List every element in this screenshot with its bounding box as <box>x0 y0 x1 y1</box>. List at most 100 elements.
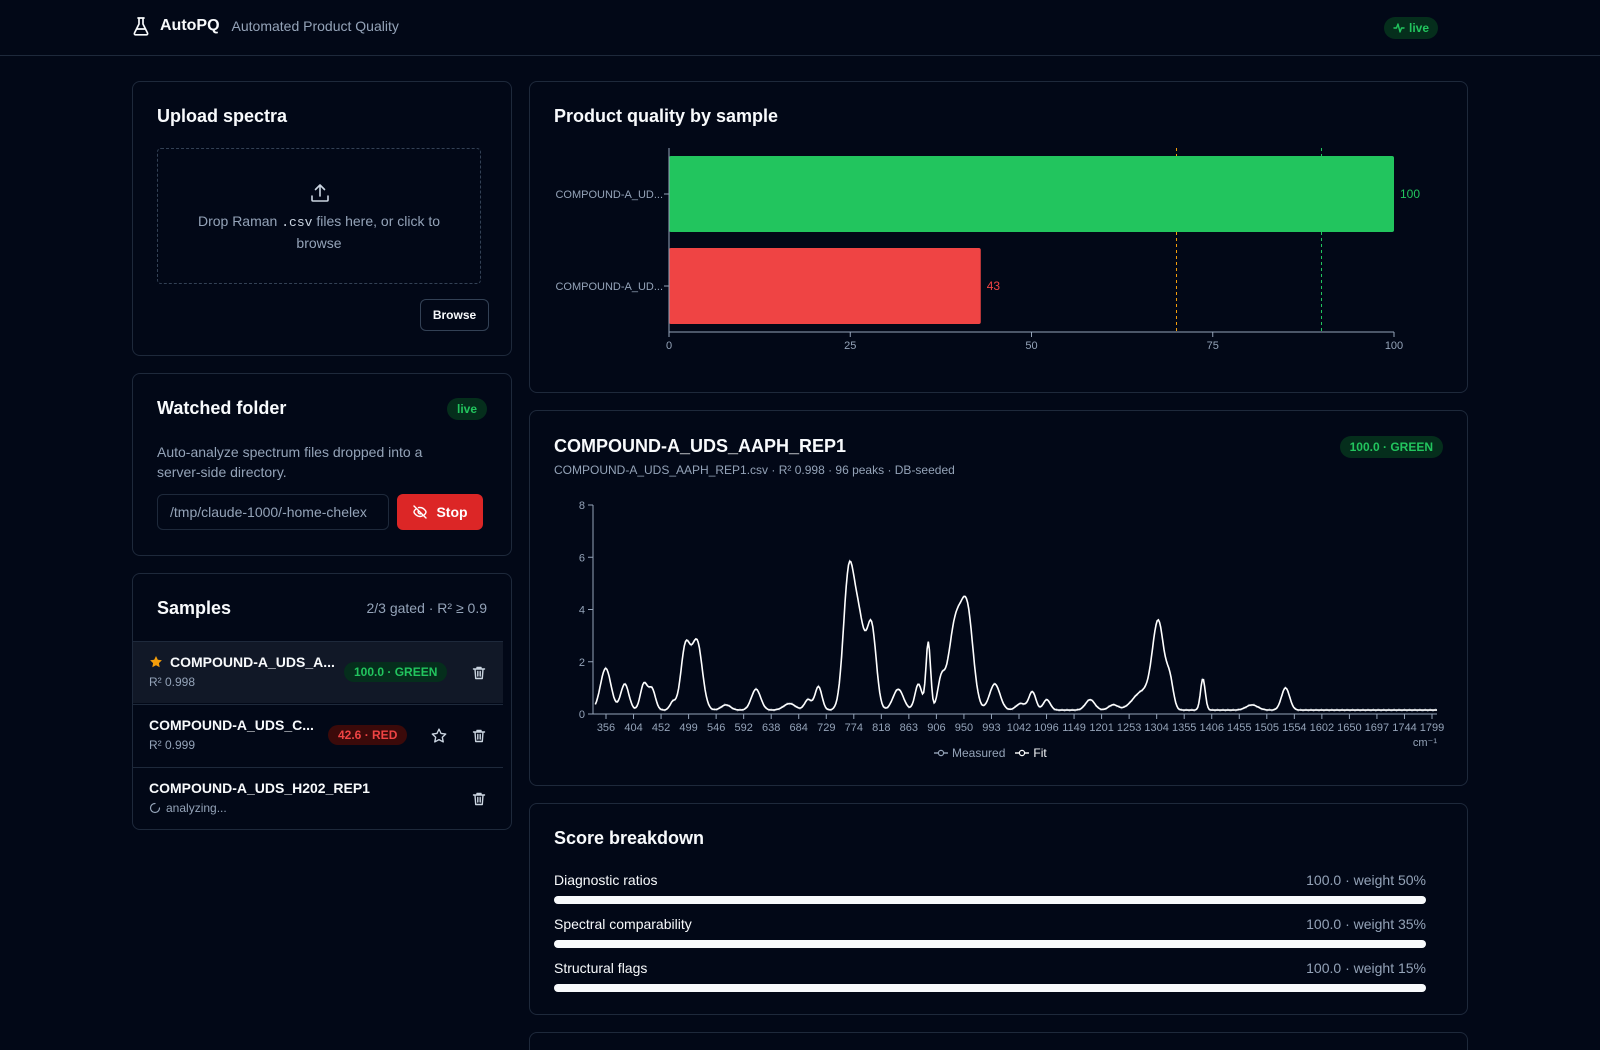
watched-folder-title: Watched folder <box>157 398 287 418</box>
measured-series-line <box>594 558 1438 713</box>
eye-off-icon <box>412 504 428 520</box>
browse-button[interactable]: Browse <box>420 299 489 331</box>
sample-name: COMPOUND-A_UDS_H202_REP1 <box>149 780 370 796</box>
x-tick-label: 499 <box>679 722 697 734</box>
app-name: AutoPQ <box>160 17 220 34</box>
x-tick-label: 452 <box>652 722 670 734</box>
x-tick-label: 404 <box>624 722 642 734</box>
spectrum-meta: COMPOUND-A_UDS_AAPH_REP1.csv · R² 0.998 … <box>554 463 955 477</box>
sample-row[interactable]: COMPOUND-A_UDS_A... R² 0.998 100.0 · GRE… <box>133 641 503 703</box>
flask-icon <box>132 16 150 36</box>
x-tick-label: 546 <box>707 722 725 734</box>
sample-status: analyzing... <box>149 801 227 815</box>
legend-measured-label: Measured <box>952 746 1006 760</box>
sample-r2: R² 0.999 <box>149 738 196 752</box>
watched-folder-card: Watched folder live Auto-analyze spectru… <box>132 373 512 556</box>
breakdown-fill <box>554 984 1426 992</box>
watched-folder-description: Auto-analyze spectrum files dropped into… <box>157 444 423 480</box>
y-tick-label: 2 <box>579 657 585 669</box>
x-axis-unit: cm⁻¹ <box>1413 737 1437 749</box>
dropzone-ext: .csv <box>281 215 313 230</box>
star-filled-icon[interactable] <box>149 655 163 669</box>
x-tick-label: 1096 <box>1034 722 1058 734</box>
live-label: live <box>1408 21 1429 35</box>
sample-name: COMPOUND-A_UDS_A... <box>170 654 335 670</box>
x-tick-label: 638 <box>762 722 780 734</box>
breakdown-value: 100.0 · weight 50% <box>1306 872 1426 888</box>
x-tick-label: 818 <box>872 722 890 734</box>
stop-label: Stop <box>436 504 468 520</box>
y-tick-label: 4 <box>579 605 585 617</box>
y-tick-label: 0 <box>579 709 585 721</box>
sample-row[interactable]: COMPOUND-A_UDS_C... R² 0.999 42.6 · RED <box>133 704 503 766</box>
breakdown-fill <box>554 940 1426 948</box>
x-tick-label: 774 <box>845 722 863 734</box>
category-label: COMPOUND-A_UD... <box>555 189 663 201</box>
brand[interactable]: AutoPQ Automated Product Quality <box>132 16 399 36</box>
x-tick-label: 1355 <box>1172 722 1196 734</box>
sample-name-row: COMPOUND-A_UDS_A... <box>149 654 335 670</box>
x-tick-label: 0 <box>666 340 672 352</box>
x-tick-label: 50 <box>1025 340 1037 352</box>
sample-status-text: analyzing... <box>166 801 227 815</box>
sample-name-row: COMPOUND-A_UDS_C... <box>149 717 314 733</box>
spectrum-legend: Measured Fit <box>934 746 1047 760</box>
score-breakdown-card: Score breakdown Diagnostic ratios 100.0 … <box>529 803 1468 1015</box>
upload-card: Upload spectra Drop Raman .csv files her… <box>132 81 512 356</box>
bar <box>669 248 981 324</box>
spectrum-title: COMPOUND-A_UDS_AAPH_REP1 <box>554 436 847 456</box>
x-tick-label: 1201 <box>1089 722 1113 734</box>
legend-measured[interactable]: Measured <box>934 746 1005 760</box>
x-tick-label: 863 <box>900 722 918 734</box>
x-tick-label: 356 <box>597 722 615 734</box>
score-badge: 42.6 · RED <box>328 725 408 745</box>
x-tick-label: 993 <box>982 722 1000 734</box>
samples-title: Samples <box>157 598 232 618</box>
breakdown-fill <box>554 896 1426 904</box>
legend-fit[interactable]: Fit <box>1015 746 1047 760</box>
spectrum-score-badge: 100.0 · GREEN <box>1339 436 1443 458</box>
quality-chart-title: Product quality by sample <box>554 106 779 126</box>
breakdown-value: 100.0 · weight 35% <box>1306 916 1426 932</box>
score-breakdown-title: Score breakdown <box>554 828 705 848</box>
spectrum-chart: 0 2 4 6 8 356 404 452 499 546 592 638 684 729 774 818 86… <box>579 500 1444 749</box>
breakdown-value: 100.0 · weight 15% <box>1306 960 1426 976</box>
watch-live-badge: live <box>446 398 487 420</box>
folder-path-input[interactable] <box>157 494 389 530</box>
x-tick-label: 684 <box>790 722 808 734</box>
breakdown-label: Spectral comparability <box>554 916 692 932</box>
sample-name: COMPOUND-A_UDS_C... <box>149 717 314 733</box>
spectrum-card: COMPOUND-A_UDS_AAPH_REP1 COMPOUND-A_UDS_… <box>529 410 1468 786</box>
dropzone-text: Drop Raman .csv files here, or click to … <box>178 211 460 254</box>
category-label: COMPOUND-A_UD... <box>555 281 663 293</box>
next-card <box>529 1032 1468 1050</box>
x-tick-label: 1697 <box>1365 722 1389 734</box>
app-subtitle: Automated Product Quality <box>231 18 399 34</box>
x-tick-label: 1554 <box>1282 722 1306 734</box>
x-tick-label: 1304 <box>1144 722 1168 734</box>
x-tick-label: 1799 <box>1420 722 1444 734</box>
x-tick-label: 75 <box>1207 340 1219 352</box>
sample-row[interactable]: COMPOUND-A_UDS_H202_REP1 analyzing... <box>133 767 503 829</box>
upload-title: Upload spectra <box>157 106 288 126</box>
bar-value-label: 100 <box>1400 187 1420 201</box>
trash-icon[interactable] <box>467 661 491 685</box>
sample-name-row: COMPOUND-A_UDS_H202_REP1 <box>149 780 370 796</box>
breakdown-track <box>554 896 1426 904</box>
x-tick-label: 1455 <box>1227 722 1251 734</box>
legend-fit-label: Fit <box>1033 746 1047 760</box>
trash-icon[interactable] <box>467 787 491 811</box>
x-tick-label: 1406 <box>1199 722 1223 734</box>
stop-button[interactable]: Stop <box>397 494 483 530</box>
bar-value-label: 43 <box>987 279 1001 293</box>
bar <box>669 156 1394 232</box>
dropzone-text-before: Drop Raman <box>197 213 278 229</box>
trash-icon[interactable] <box>467 724 491 748</box>
quality-chart-card: Product quality by sample 100 COMPOUND-A_… <box>529 81 1468 393</box>
top-bar: AutoPQ Automated Product Quality live <box>0 0 1600 56</box>
star-outline-icon[interactable] <box>427 724 451 748</box>
dropzone-text-after: files here, or click to browse <box>296 213 441 251</box>
y-tick-label: 8 <box>579 500 585 512</box>
dropzone[interactable]: Drop Raman .csv files here, or click to … <box>157 148 481 284</box>
x-tick-label: 1505 <box>1255 722 1279 734</box>
